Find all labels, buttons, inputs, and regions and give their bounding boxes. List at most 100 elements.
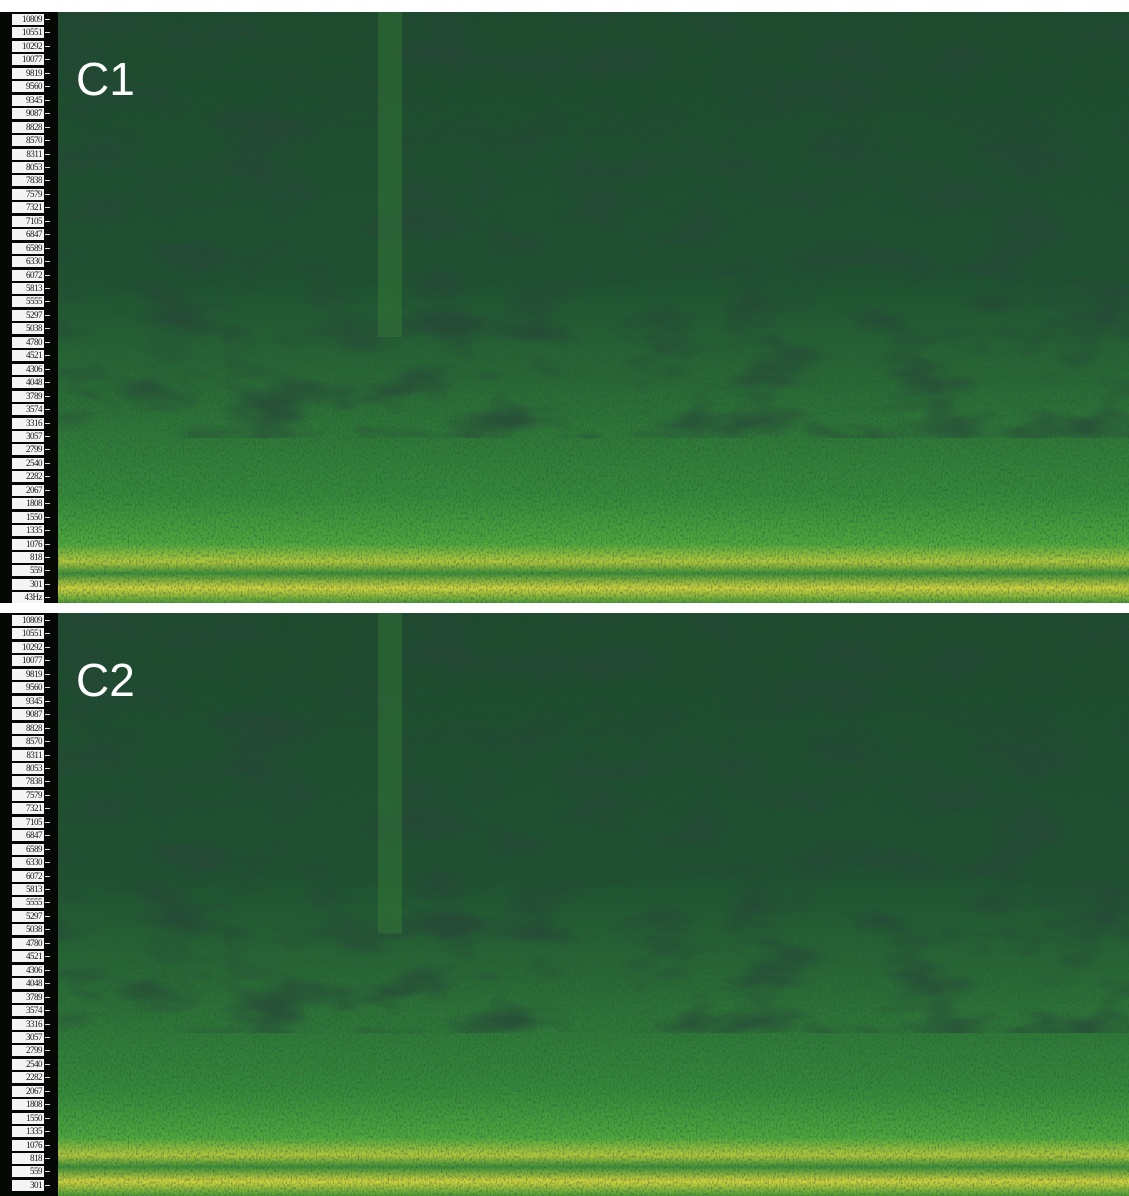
frequency-label: 1550 [12,1113,44,1124]
frequency-label: 5555 [12,296,44,307]
frequency-label: 4521 [12,350,44,361]
frequency-label: 5555 [12,897,44,908]
frequency-label: 6072 [12,871,44,882]
frequency-label: 3789 [12,992,44,1003]
spectrogram [58,12,1129,603]
frequency-label: 1076 [12,539,44,550]
frequency-label: 8053 [12,162,44,173]
frequency-label: 6589 [12,243,44,254]
frequency-label: 2540 [12,458,44,469]
frequency-axis: 10809 10551 10292 10077 9819 9560 9345 9087 8828… [0,613,58,1196]
frequency-label: 10292 [12,642,44,653]
frequency-label: 8828 [12,122,44,133]
frequency-label: 9819 [12,68,44,79]
frequency-label: 9345 [12,95,44,106]
frequency-label: 5813 [12,283,44,294]
frequency-label: 6330 [12,256,44,267]
frequency-label: 6589 [12,844,44,855]
frequency-label: 3789 [12,391,44,402]
spectrogram-noise [58,613,1129,1196]
frequency-label: 2799 [12,1045,44,1056]
frequency-label: 43Hz [12,592,44,603]
frequency-label: 10077 [12,54,44,65]
frequency-label: 3316 [12,1019,44,1030]
frequency-label: 9345 [12,696,44,707]
frequency-label: 1335 [12,525,44,536]
frequency-label: 5297 [12,310,44,321]
frequency-label: 5297 [12,911,44,922]
spectrogram-streak [378,12,402,337]
frequency-label: 6330 [12,857,44,868]
frequency-label: 301 [12,579,44,590]
frequency-label: 3057 [12,431,44,442]
frequency-label: 4521 [12,951,44,962]
panel-label: C2 [76,653,135,707]
frequency-label: 1808 [12,498,44,509]
frequency-label: 7105 [12,817,44,828]
frequency-label: 4306 [12,364,44,375]
frequency-label: 7838 [12,776,44,787]
frequency-label: 8311 [12,149,44,160]
frequency-label: 1550 [12,512,44,523]
frequency-label: 8828 [12,723,44,734]
spectrogram-streak [378,613,402,934]
frequency-label: 9560 [12,682,44,693]
frequency-label: 2067 [12,1086,44,1097]
frequency-label: 9087 [12,108,44,119]
frequency-label: 2282 [12,471,44,482]
frequency-label: 8311 [12,750,44,761]
frequency-label: 8570 [12,736,44,747]
frequency-label: 4780 [12,337,44,348]
spectrogram-panel: 10809 10551 10292 10077 9819 9560 9345 9087 8828… [0,613,1129,1196]
frequency-axis: 10809 10551 10292 10077 9819 9560 9345 9087 8828… [0,12,58,603]
frequency-label: 5813 [12,884,44,895]
frequency-label: 2799 [12,444,44,455]
frequency-label: 10809 [12,14,44,25]
frequency-label: 1335 [12,1126,44,1137]
frequency-label: 4306 [12,965,44,976]
frequency-label: 3574 [12,404,44,415]
spectrogram-noise [58,12,1129,603]
frequency-label: 5038 [12,924,44,935]
frequency-label: 4780 [12,938,44,949]
frequency-label: 5038 [12,323,44,334]
frequency-label: 6072 [12,270,44,281]
frequency-label: 10077 [12,655,44,666]
frequency-label: 559 [12,1166,44,1177]
spectrogram [58,613,1129,1196]
frequency-label: 1076 [12,1140,44,1151]
panel-label: C1 [76,52,135,106]
frequency-label: 10292 [12,41,44,52]
frequency-label: 7838 [12,175,44,186]
frequency-label: 9819 [12,669,44,680]
frequency-label: 7105 [12,216,44,227]
frequency-label: 7321 [12,202,44,213]
frequency-label: 9560 [12,81,44,92]
frequency-label: 6847 [12,229,44,240]
frequency-label: 2067 [12,485,44,496]
frequency-label: 7579 [12,790,44,801]
frequency-label: 8570 [12,135,44,146]
frequency-label: 3316 [12,418,44,429]
page: {"panels": [ {"label": "C1", "freq_label… [0,0,1129,1196]
frequency-label: 10809 [12,615,44,626]
frequency-label: 4048 [12,377,44,388]
frequency-label: 7321 [12,803,44,814]
frequency-label: 2282 [12,1072,44,1083]
frequency-label: 4048 [12,978,44,989]
frequency-label: 9087 [12,709,44,720]
frequency-label: 818 [12,1153,44,1164]
frequency-label: 6847 [12,830,44,841]
frequency-label: 7579 [12,189,44,200]
frequency-label: 559 [12,565,44,576]
frequency-label: 1808 [12,1099,44,1110]
frequency-label: 2540 [12,1059,44,1070]
frequency-label: 8053 [12,763,44,774]
frequency-label: 10551 [12,628,44,639]
frequency-label: 3574 [12,1005,44,1016]
spectrogram-panel: 10809 10551 10292 10077 9819 9560 9345 9087 8828… [0,12,1129,603]
frequency-label: 818 [12,552,44,563]
frequency-label: 10551 [12,27,44,38]
frequency-label: 301 [12,1180,44,1191]
frequency-label: 3057 [12,1032,44,1043]
